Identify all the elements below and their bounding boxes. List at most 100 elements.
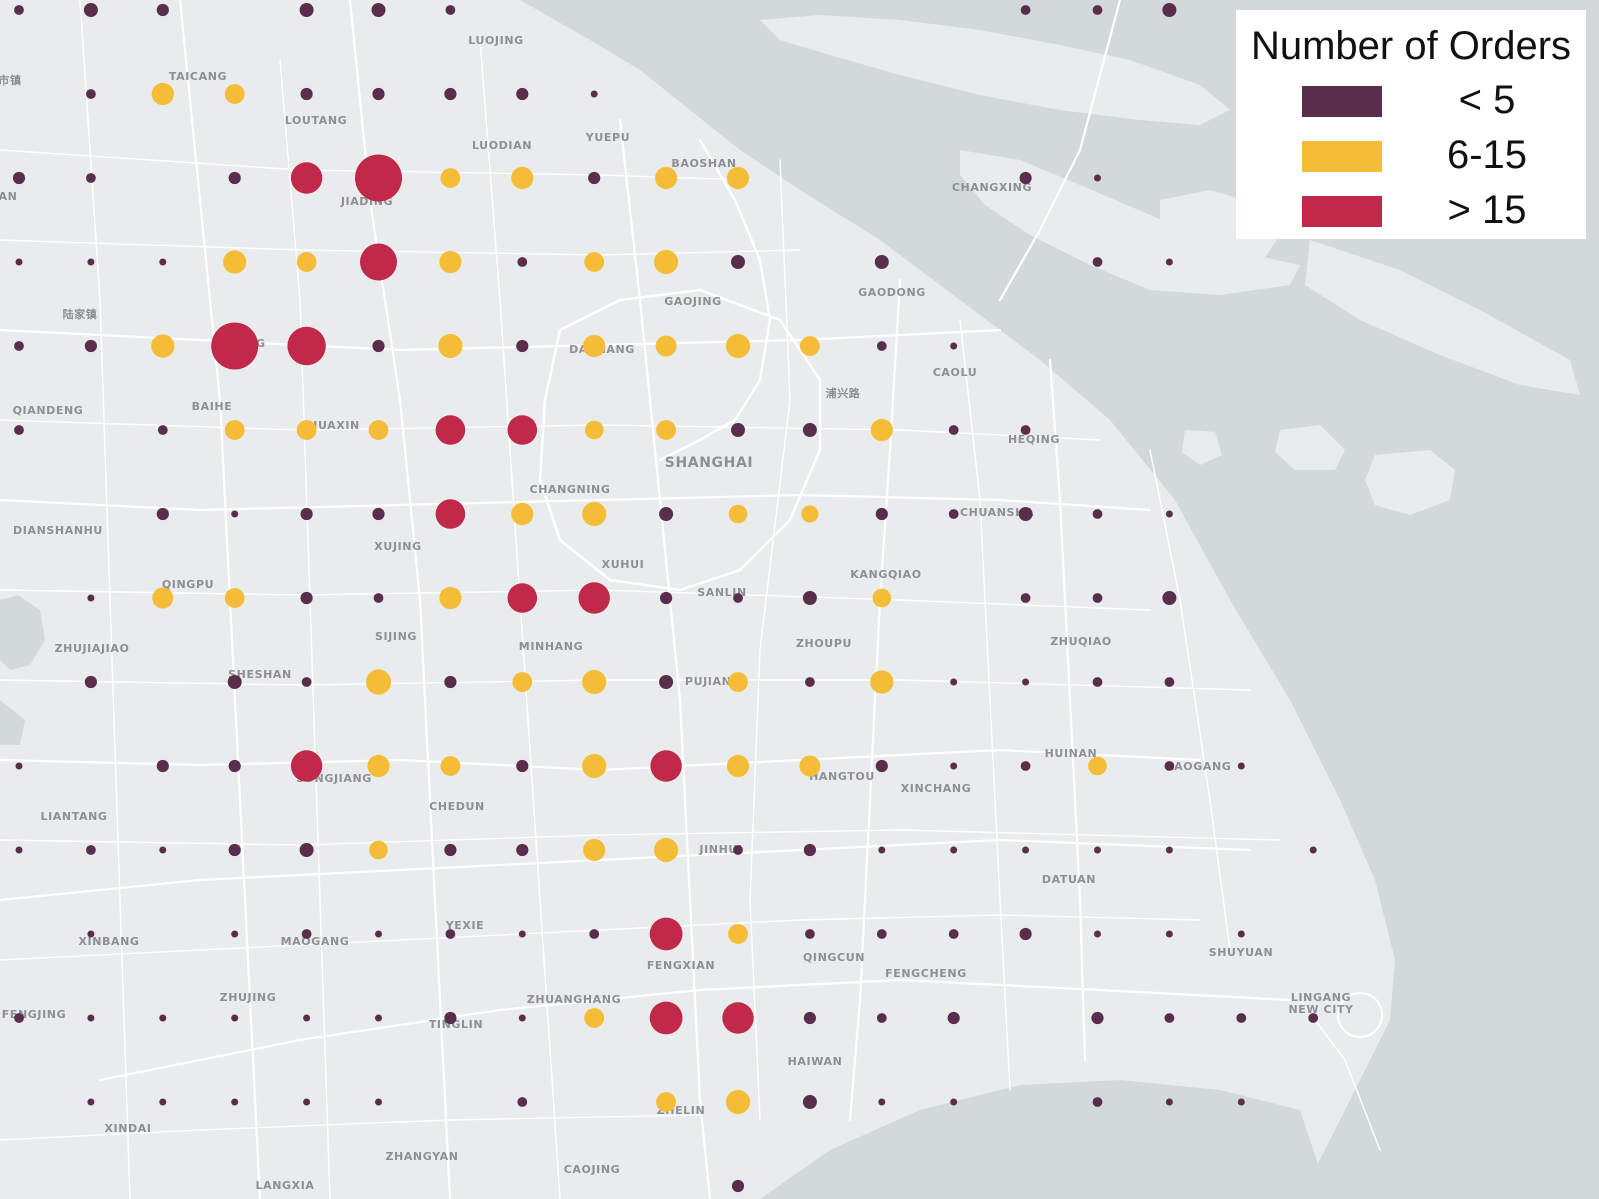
chongming-island <box>760 15 1230 125</box>
place-label: LINGANG <box>1291 991 1351 1004</box>
order-bubble-low <box>1308 1013 1319 1023</box>
order-bubble-high <box>287 326 326 366</box>
order-bubble-mid <box>582 501 607 527</box>
order-bubble-low <box>375 1098 382 1106</box>
road <box>79 0 131 1199</box>
order-bubble-low <box>228 843 241 857</box>
order-bubble-mid <box>439 586 462 610</box>
place-label: LANGXIA <box>255 1179 314 1192</box>
order-bubble-low <box>802 423 817 437</box>
shoal-long <box>1305 240 1580 395</box>
road <box>0 829 1281 846</box>
order-bubble-high <box>507 415 538 445</box>
order-bubble-high <box>507 583 538 613</box>
shoal-small-2 <box>1365 450 1455 515</box>
order-bubble-mid <box>656 420 676 440</box>
order-bubble-low <box>301 677 312 687</box>
order-bubble-mid <box>365 669 392 695</box>
place-label: 浦兴路 <box>826 386 861 400</box>
road <box>348 0 452 1199</box>
order-bubble-low <box>228 759 241 773</box>
order-bubble-low <box>231 930 239 938</box>
order-bubble-low <box>157 425 168 435</box>
order-bubble-mid <box>799 755 821 777</box>
order-bubble-low <box>1092 593 1103 603</box>
place-label: XINCHANG <box>901 782 972 795</box>
shoal-small-3 <box>1182 430 1222 465</box>
order-bubble-low <box>15 846 23 854</box>
order-bubble-mid <box>367 754 390 778</box>
order-bubble-mid <box>728 924 748 944</box>
order-bubble-mid <box>224 588 245 608</box>
order-bubble-low <box>518 1014 526 1022</box>
order-bubble-mid <box>726 166 750 190</box>
place-label: SHANGHAI <box>665 455 753 471</box>
place-label: ZHUQIAO <box>1050 635 1112 648</box>
place-label: XUHUI <box>602 558 645 571</box>
place-label: ZHANGYAN <box>385 1150 458 1163</box>
place-label: ZHUJING <box>220 991 277 1004</box>
order-bubble-mid <box>584 1008 605 1028</box>
order-bubble-low <box>444 675 457 689</box>
order-bubble-high <box>290 750 323 782</box>
order-bubble-low <box>1165 510 1173 518</box>
order-bubble-low <box>372 339 385 353</box>
place-label: CHANGXING <box>952 181 1032 194</box>
order-bubble-low <box>231 1014 239 1022</box>
order-bubble-low <box>84 675 97 689</box>
legend-item-mid: 6-15 <box>1302 133 1572 177</box>
place-label: PUJIANG <box>685 675 741 688</box>
place-label: BAOSHAN <box>671 157 736 170</box>
order-bubble-low <box>1094 174 1101 182</box>
order-bubble-low <box>950 846 958 854</box>
shoal-small-1 <box>1275 425 1345 470</box>
road <box>618 118 712 1199</box>
place-label: 陆家镇 <box>63 307 98 321</box>
order-bubble-low <box>375 930 382 938</box>
order-bubble-low <box>1092 677 1103 687</box>
order-bubble-low <box>1162 3 1177 17</box>
order-bubble-low <box>228 171 241 185</box>
order-bubble-mid <box>439 250 462 274</box>
order-bubble-high <box>355 154 402 202</box>
order-bubble-low <box>303 1098 311 1106</box>
order-bubble-low <box>1309 846 1317 854</box>
legend-swatch-low <box>1302 86 1382 117</box>
place-label: AN <box>0 190 17 203</box>
order-bubble-mid <box>224 84 245 104</box>
order-bubble-low <box>878 846 886 854</box>
order-bubble-low <box>156 507 169 521</box>
order-bubble-low <box>517 257 528 267</box>
order-bubble-low <box>1092 509 1103 519</box>
order-bubble-mid <box>870 418 893 442</box>
place-label: TINGLIN <box>429 1018 483 1031</box>
place-label: GAODONG <box>858 286 926 299</box>
place-label: FENGJING <box>2 1008 66 1021</box>
place-label: KANGQIAO <box>850 568 921 581</box>
order-bubble-low <box>84 339 97 353</box>
order-bubble-high <box>360 243 397 281</box>
order-bubble-low <box>1164 761 1175 771</box>
order-bubble-low <box>83 3 98 17</box>
place-label: HUINAN <box>1045 747 1098 760</box>
legend-item-low: < 5 <box>1302 78 1572 122</box>
place-label: XINDAI <box>104 1122 151 1135</box>
place-label: GAOJING <box>664 295 722 308</box>
legend-title: Number of Orders <box>1250 24 1572 68</box>
order-bubble-low <box>731 1179 745 1193</box>
road <box>1048 358 1087 1062</box>
hangzhou-bay <box>760 1080 1330 1199</box>
order-bubble-low <box>300 507 313 521</box>
road <box>98 978 1292 1082</box>
order-bubble-low <box>299 3 314 17</box>
order-bubble-low <box>1165 258 1173 266</box>
order-bubble-low <box>875 759 888 773</box>
order-bubble-low <box>1092 257 1103 267</box>
road <box>0 914 1201 961</box>
order-bubble-mid <box>223 250 247 274</box>
order-bubble-low <box>87 930 95 938</box>
legend: Number of Orders < 5 6-15 > 15 <box>1236 10 1586 239</box>
order-bubble-mid <box>368 420 389 440</box>
order-bubble-low <box>156 3 169 17</box>
island-layer <box>760 15 1580 515</box>
